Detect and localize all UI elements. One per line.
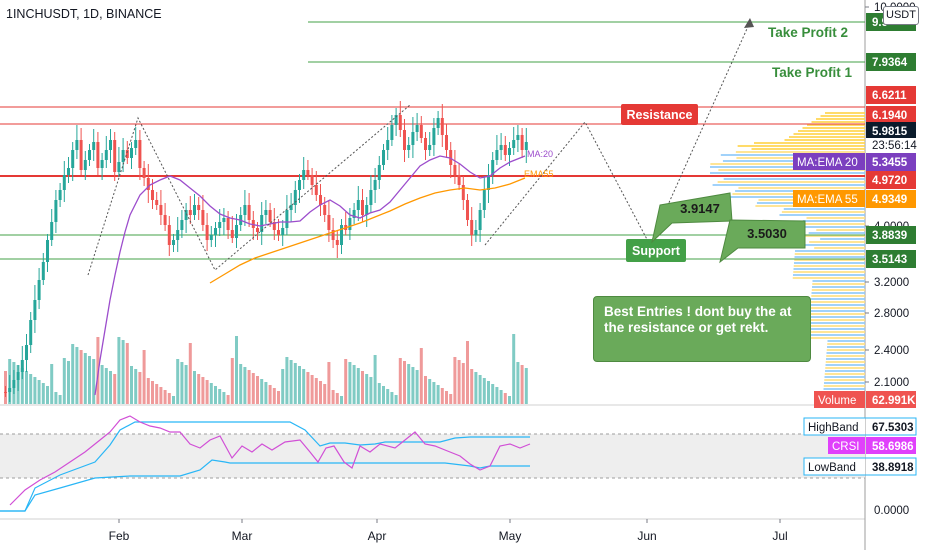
price-label-value: 7.9364 <box>872 57 908 69</box>
price-label-value: 5.9815 <box>872 126 908 138</box>
time-label: Jun <box>637 529 656 543</box>
time-label: Feb <box>109 529 130 543</box>
price-label-chip[interactable]: 4.9720 <box>866 171 916 189</box>
crsi-axis-label-value: 58.6986 <box>872 441 914 453</box>
time-axis[interactable]: Feb Mar Apr May Jun Jul <box>109 519 788 543</box>
price-label-chip[interactable]: 6.6211 <box>866 86 916 104</box>
note-callout[interactable]: Best Entries ! dont buy the at the resis… <box>593 296 811 362</box>
price-tick-label: 2.8000 <box>874 308 909 320</box>
price-label-chip[interactable]: 3.8839 <box>866 226 916 244</box>
price-label-chip[interactable]: 5.9815 <box>866 122 916 140</box>
take-profit-2-label[interactable]: Take Profit 2 <box>768 25 848 40</box>
highband-axis-label-name: HighBand <box>808 422 859 434</box>
price-label-value: 4.9720 <box>872 175 907 187</box>
interval[interactable]: 1D <box>83 7 100 21</box>
ema55-axis-label-name: MA:EMA 55 <box>797 194 858 206</box>
projection-path[interactable] <box>484 21 751 247</box>
crsi-oscillator-pane <box>0 415 865 512</box>
lowband-axis-label-value: 38.8918 <box>872 462 914 474</box>
callout-3-9147[interactable]: 3.9147 <box>651 192 733 244</box>
time-label: May <box>499 529 522 543</box>
price-label-value: 3.5143 <box>872 254 907 266</box>
lowband-axis-label[interactable]: LowBand 38.8918 <box>804 458 916 475</box>
lowband-axis-label-name: LowBand <box>808 462 856 474</box>
price-tick-label: 3.2000 <box>874 277 909 289</box>
ema55-chart-label: EMA55 <box>524 169 554 179</box>
volume-axis-label-value: 62.991K <box>872 395 916 407</box>
price-label-chip[interactable]: 7.9364 <box>866 53 916 71</box>
time-label: Jul <box>772 529 787 543</box>
volume-axis-label[interactable]: Volume 62.991K <box>814 391 916 408</box>
price-label-value: 3.8839 <box>872 230 907 242</box>
currency-button[interactable]: USDT <box>883 6 919 25</box>
take-profit-1-label[interactable]: Take Profit 1 <box>772 65 853 80</box>
chart-title: 1INCHUSDT, 1D, BINANCE <box>6 7 162 21</box>
price-label-chip[interactable]: 3.5143 <box>866 250 916 268</box>
price-axis[interactable]: 10.00004.00003.20002.80002.40002.10000.0… <box>793 2 917 517</box>
ema20-axis-label[interactable]: MA:EMA 20 5.3455 <box>793 153 916 170</box>
projection-drawings <box>87 18 754 276</box>
ema-55-line[interactable] <box>209 177 526 284</box>
symbol-name[interactable]: 1INCHUSDT <box>6 7 77 21</box>
price-label-chip[interactable]: 6.1940 <box>866 106 916 124</box>
volume-axis-label-name: Volume <box>818 395 856 407</box>
ema55-axis-label-value: 4.9349 <box>872 194 907 206</box>
ema-20-line[interactable] <box>94 155 526 396</box>
note-text: Best Entries ! dont buy the at the resis… <box>604 304 792 335</box>
oscillator-zero-label: 0.0000 <box>874 505 909 517</box>
highband-axis-label-value: 67.5303 <box>872 422 914 434</box>
ema20-chart-label: MA:20 <box>527 149 553 159</box>
callout-2-text: 3.5030 <box>747 226 787 241</box>
price-tick-label: 2.1000 <box>874 377 909 389</box>
ema20-axis-label-value: 5.3455 <box>872 157 908 169</box>
resistance-label: Resistance <box>626 108 692 122</box>
channel-line-left[interactable] <box>87 104 411 276</box>
time-label: Mar <box>232 529 253 543</box>
exchange: BINANCE <box>106 7 162 21</box>
highband-axis-label[interactable]: HighBand 67.5303 <box>804 418 916 435</box>
projection-arrow-head <box>744 18 754 28</box>
ema55-axis-label[interactable]: MA:EMA 55 4.9349 <box>793 190 916 207</box>
band-fill <box>0 434 865 478</box>
candlestick-series <box>4 101 528 402</box>
price-label-value: 6.1940 <box>872 110 907 122</box>
crsi-axis-label-name: CRSI <box>832 441 859 453</box>
crsi-axis-label[interactable]: CRSI 58.6986 <box>828 437 916 454</box>
callout-3-5030[interactable]: 3.5030 <box>719 219 806 264</box>
time-label: Apr <box>368 529 387 543</box>
bar-countdown: 23:56:14 <box>872 140 917 152</box>
support-label: Support <box>632 244 681 258</box>
lowband-line[interactable] <box>0 421 530 512</box>
crsi-line[interactable] <box>9 415 531 506</box>
resistance-label-box[interactable] <box>621 104 698 125</box>
support-label-box[interactable] <box>626 239 686 262</box>
price-tick-label: 2.4000 <box>874 345 909 357</box>
price-label-value: 6.6211 <box>872 90 907 102</box>
callout-1-text: 3.9147 <box>680 201 720 216</box>
horizontal-levels <box>0 21 865 260</box>
ema20-axis-label-name: MA:EMA 20 <box>797 157 858 169</box>
